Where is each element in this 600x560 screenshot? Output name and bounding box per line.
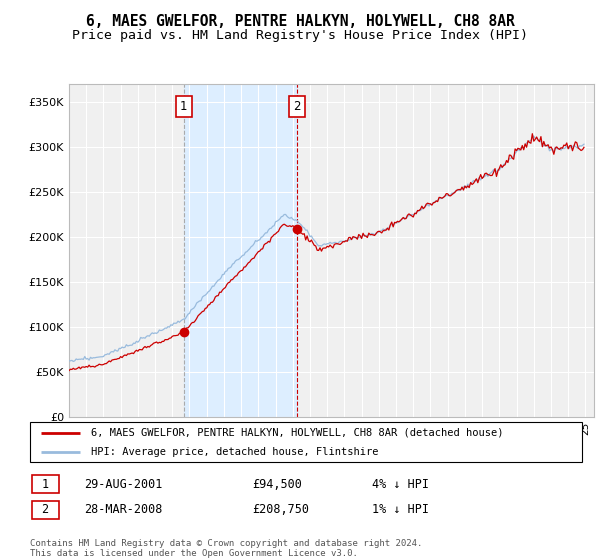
Text: Price paid vs. HM Land Registry's House Price Index (HPI): Price paid vs. HM Land Registry's House … [72,29,528,42]
Text: 2: 2 [293,100,301,113]
Text: 29-AUG-2001: 29-AUG-2001 [84,478,163,491]
Text: 4% ↓ HPI: 4% ↓ HPI [372,478,429,491]
Text: £94,500: £94,500 [252,478,302,491]
Text: £208,750: £208,750 [252,503,309,516]
FancyBboxPatch shape [32,475,59,493]
Bar [184,84,297,417]
Text: 6, MAES GWELFOR, PENTRE HALKYN, HOLYWELL, CH8 8AR: 6, MAES GWELFOR, PENTRE HALKYN, HOLYWELL… [86,14,514,29]
Text: 2: 2 [41,503,49,516]
FancyBboxPatch shape [32,501,59,519]
Text: HPI: Average price, detached house, Flintshire: HPI: Average price, detached house, Flin… [91,447,378,457]
Text: 6, MAES GWELFOR, PENTRE HALKYN, HOLYWELL, CH8 8AR (detached house): 6, MAES GWELFOR, PENTRE HALKYN, HOLYWELL… [91,428,503,437]
Text: 1: 1 [41,478,49,491]
Text: 28-MAR-2008: 28-MAR-2008 [84,503,163,516]
Text: Contains HM Land Registry data © Crown copyright and database right 2024.
This d: Contains HM Land Registry data © Crown c… [30,539,422,558]
FancyBboxPatch shape [30,422,582,462]
Text: 1% ↓ HPI: 1% ↓ HPI [372,503,429,516]
Text: 1: 1 [180,100,188,113]
